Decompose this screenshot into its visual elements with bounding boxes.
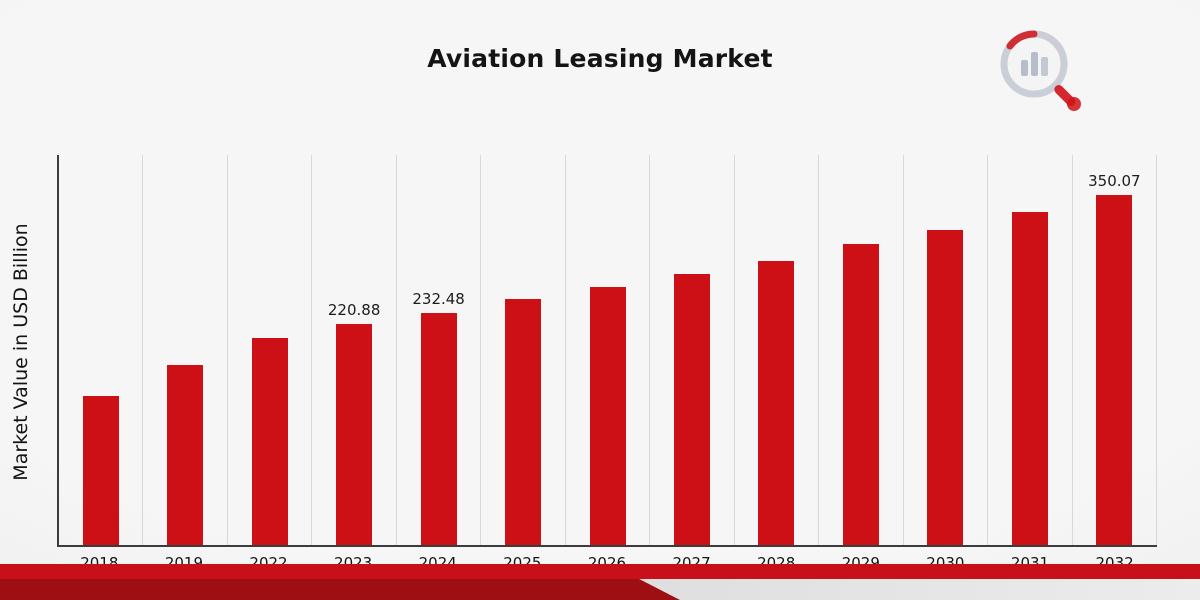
bar-cell bbox=[650, 155, 735, 545]
bar bbox=[82, 396, 119, 545]
bar-cell: 220.88 bbox=[312, 155, 397, 545]
y-axis-label: Market Value in USD Billion bbox=[10, 223, 32, 481]
plot-area: 220.88 232.48 350.07 bbox=[59, 155, 1158, 545]
footer-red-band bbox=[0, 564, 1200, 579]
bar bbox=[758, 261, 795, 545]
footer-dark-red-band bbox=[0, 579, 680, 600]
bar-cell bbox=[143, 155, 228, 545]
bar bbox=[251, 338, 288, 545]
bar-value-label: 220.88 bbox=[327, 301, 381, 320]
bar bbox=[927, 230, 964, 545]
bar-cell bbox=[481, 155, 566, 545]
bar bbox=[674, 274, 711, 545]
bar-cell bbox=[988, 155, 1073, 545]
chart-title: Aviation Leasing Market bbox=[427, 44, 773, 73]
bar-cell: 350.07 bbox=[1073, 155, 1158, 545]
bar-value-label: 350.07 bbox=[1088, 171, 1141, 190]
bar bbox=[505, 299, 542, 545]
chart-area: 220.88 232.48 350.07 bbox=[57, 155, 1158, 547]
bar-cell bbox=[59, 155, 144, 545]
bar-cell: 232.48 bbox=[397, 155, 482, 545]
bar bbox=[167, 365, 204, 545]
bar-cell bbox=[904, 155, 989, 545]
bar bbox=[336, 324, 373, 545]
bar bbox=[420, 312, 457, 545]
bar bbox=[589, 287, 626, 545]
bar-chart-magnifier-icon bbox=[1000, 30, 1081, 111]
brand-logo bbox=[988, 24, 1088, 116]
bar bbox=[1096, 194, 1133, 545]
bar-value-label: 232.48 bbox=[412, 289, 465, 308]
bar-cell bbox=[566, 155, 651, 545]
bar bbox=[1011, 212, 1048, 545]
bar-cell bbox=[819, 155, 904, 545]
bar bbox=[842, 244, 879, 545]
bar-cell bbox=[735, 155, 820, 545]
bar-cell bbox=[228, 155, 313, 545]
